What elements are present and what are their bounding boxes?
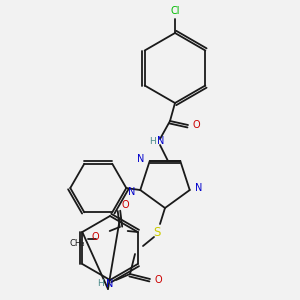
Text: O: O [122, 200, 130, 210]
Text: O: O [192, 120, 200, 130]
Text: N: N [128, 187, 135, 197]
Text: N: N [195, 183, 202, 193]
Text: N: N [137, 154, 144, 164]
Text: O: O [154, 275, 162, 285]
Text: N: N [106, 279, 114, 289]
Text: H: H [148, 136, 155, 146]
Text: S: S [153, 226, 161, 238]
Text: Cl: Cl [170, 6, 180, 16]
Text: H: H [97, 280, 104, 289]
Text: N: N [157, 136, 165, 146]
Text: CH₃: CH₃ [70, 238, 86, 247]
Text: O: O [92, 232, 100, 242]
